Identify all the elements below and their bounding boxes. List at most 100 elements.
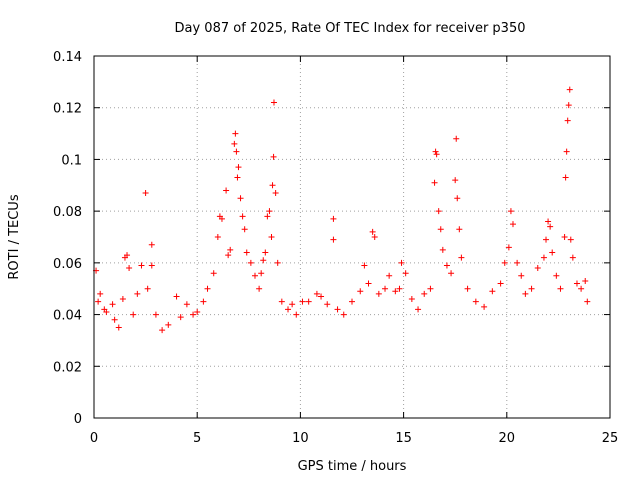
data-point — [334, 306, 341, 313]
data-point — [534, 265, 541, 272]
data-point — [427, 285, 434, 292]
data-point — [233, 148, 240, 155]
data-point — [567, 236, 574, 243]
x-tick-label: 5 — [193, 431, 201, 446]
data-point — [432, 148, 439, 155]
data-point — [299, 298, 306, 305]
data-point — [563, 148, 570, 155]
grid-lines — [94, 56, 610, 418]
y-tick-label: 0.14 — [53, 50, 82, 65]
data-point — [274, 259, 281, 266]
data-point — [365, 280, 372, 287]
y-tick-label: 0.08 — [53, 205, 82, 220]
data-point — [204, 285, 211, 292]
data-point — [543, 236, 550, 243]
data-point — [437, 226, 444, 233]
data-point — [232, 130, 239, 137]
data-point — [349, 298, 355, 305]
data-point — [433, 151, 440, 158]
data-point — [142, 190, 149, 197]
data-point — [582, 277, 589, 284]
data-point — [497, 280, 504, 287]
data-point — [584, 298, 591, 305]
data-point — [183, 301, 190, 308]
data-point — [573, 280, 580, 287]
data-point — [392, 288, 399, 295]
data-point — [453, 135, 460, 142]
data-point — [200, 298, 207, 305]
data-point — [448, 270, 455, 277]
data-point — [285, 306, 292, 313]
data-point — [152, 311, 159, 318]
y-tick-label: 0.04 — [53, 309, 82, 324]
data-point — [514, 259, 521, 266]
data-point — [293, 311, 300, 318]
data-point — [547, 223, 554, 230]
data-point — [258, 270, 265, 277]
data-point — [528, 285, 535, 292]
data-point — [97, 290, 104, 297]
x-tick-label: 10 — [292, 431, 309, 446]
data-point — [115, 324, 122, 331]
data-point — [313, 290, 320, 297]
y-tick-label: 0.02 — [53, 360, 82, 375]
data-point — [269, 182, 276, 189]
data-point — [227, 246, 234, 253]
data-point — [439, 246, 446, 253]
y-tick-label: 0.06 — [53, 257, 82, 272]
data-point — [472, 298, 479, 305]
data-point — [561, 234, 568, 240]
x-tick-label: 25 — [602, 431, 619, 446]
data-point — [218, 215, 225, 222]
data-point — [247, 259, 254, 266]
data-point — [340, 311, 347, 318]
data-point — [148, 241, 155, 248]
data-point — [214, 234, 221, 240]
data-points — [93, 86, 591, 334]
data-point — [103, 308, 110, 315]
data-point — [357, 288, 364, 295]
data-point — [190, 311, 197, 318]
data-point — [268, 234, 275, 240]
x-tick-label: 15 — [395, 431, 412, 446]
data-point — [231, 140, 238, 147]
data-point — [505, 244, 512, 251]
data-point — [278, 298, 285, 305]
data-point — [330, 236, 337, 243]
data-point — [545, 218, 552, 225]
data-point — [235, 164, 242, 171]
data-point — [177, 314, 184, 321]
x-tick-label: 20 — [499, 431, 516, 446]
data-point — [251, 272, 258, 279]
data-point — [266, 208, 273, 215]
data-point — [264, 213, 271, 220]
y-axis-label: ROTI / TECUs — [7, 194, 22, 279]
data-point — [144, 285, 151, 292]
data-point — [518, 272, 525, 279]
data-point — [225, 252, 232, 259]
data-point — [553, 272, 560, 279]
data-point — [398, 259, 405, 266]
data-point — [371, 234, 378, 240]
data-point — [540, 254, 547, 261]
data-point — [382, 285, 389, 292]
data-point — [159, 327, 166, 334]
data-point — [375, 290, 382, 297]
data-point — [239, 213, 246, 220]
data-point — [124, 252, 131, 259]
data-point — [489, 288, 496, 295]
data-point — [95, 298, 102, 305]
data-point — [452, 177, 459, 184]
data-point — [549, 249, 556, 256]
data-point — [415, 306, 422, 313]
data-point — [318, 293, 325, 300]
data-point — [130, 311, 137, 318]
data-point — [386, 272, 393, 279]
data-point — [119, 296, 126, 303]
data-point — [435, 208, 442, 215]
data-point — [270, 153, 277, 160]
data-point — [562, 174, 569, 181]
data-point — [210, 270, 217, 277]
data-point — [443, 262, 450, 269]
data-point — [194, 308, 201, 315]
